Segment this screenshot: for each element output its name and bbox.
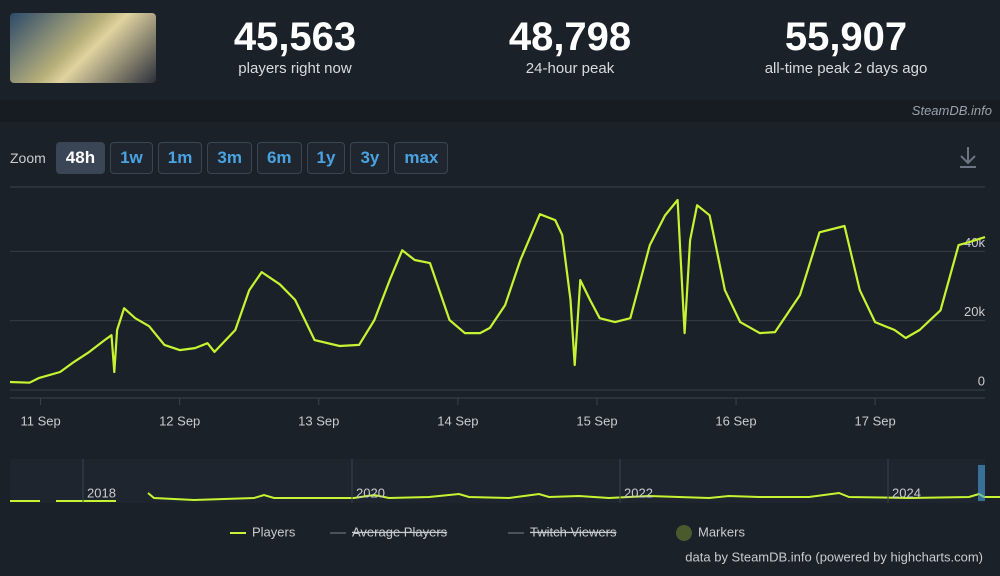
stat: 55,907 all-time peak 2 days ago — [716, 14, 976, 77]
zoom-button[interactable]: 1w — [110, 142, 153, 174]
navigator-label: 2022 — [624, 485, 653, 500]
stat-value: 55,907 — [784, 15, 908, 59]
legend-label: Markers — [698, 524, 745, 539]
navigator-label: 2020 — [356, 485, 385, 500]
legend-item[interactable]: Average Players — [330, 524, 448, 539]
header: 45,563 players right now 48,798 24-hour pe… — [0, 0, 1000, 100]
zoom-bar: Zoom 48h 1w 1m 3m 6m 1y 3y max — [10, 142, 449, 174]
x-tick-label: 14 Sep — [437, 413, 478, 428]
x-tick-label: 11 Sep — [20, 413, 60, 428]
legend-item[interactable]: Markers — [676, 524, 745, 541]
stat-value: 48,798 — [508, 15, 632, 59]
stat-label: all-time peak 2 days ago — [764, 60, 928, 77]
x-tick-label: 15 Sep — [576, 413, 617, 428]
navigator-label: 2018 — [87, 485, 116, 500]
legend-label: Twitch Viewers — [530, 524, 617, 539]
navigator-label: 2024 — [892, 485, 921, 500]
zoom-button[interactable]: 6m — [256, 142, 302, 174]
source-bar: SteamDB.info — [0, 100, 1000, 122]
x-tick-label: 17 Sep — [855, 413, 896, 428]
stat-value: 45,563 — [233, 15, 357, 59]
legend-item[interactable]: Players — [230, 524, 296, 539]
zoom-button[interactable]: 1y — [306, 142, 346, 174]
y-tick-label: 20k — [964, 304, 985, 319]
zoom-button[interactable]: 3y — [350, 142, 390, 174]
stat: 45,563 players right now — [165, 14, 425, 77]
legend-label: Players — [252, 524, 296, 539]
x-tick-label: 12 Sep — [159, 413, 200, 428]
zoom-label: Zoom — [10, 150, 46, 166]
download-icon[interactable] — [960, 147, 976, 168]
legend-item[interactable]: Twitch Viewers — [508, 524, 617, 539]
navigator — [10, 459, 985, 503]
legend-symbol — [676, 525, 692, 541]
legend-label: Average Players — [352, 524, 448, 539]
stat-label: 24-hour peak — [525, 60, 615, 77]
y-tick-label: 0 — [978, 373, 985, 388]
navigator-line — [10, 491, 1000, 502]
zoom-button[interactable]: 3m — [207, 142, 252, 174]
credit: data by SteamDB.info (powered by highcha… — [685, 549, 983, 564]
source: SteamDB.info — [911, 103, 992, 118]
navigator-handle[interactable] — [978, 465, 985, 501]
players-line — [9, 198, 986, 384]
stat-label: players right now — [238, 60, 352, 77]
zoom-button[interactable]: 48h — [55, 142, 106, 174]
zoom-button[interactable]: max — [394, 142, 449, 174]
zoom-button[interactable]: 1m — [157, 142, 203, 174]
x-tick-label: 13 Sep — [298, 413, 339, 428]
x-tick-label: 16 Sep — [715, 413, 756, 428]
stat: 48,798 24-hour peak — [440, 14, 700, 77]
game-cover — [10, 13, 156, 83]
